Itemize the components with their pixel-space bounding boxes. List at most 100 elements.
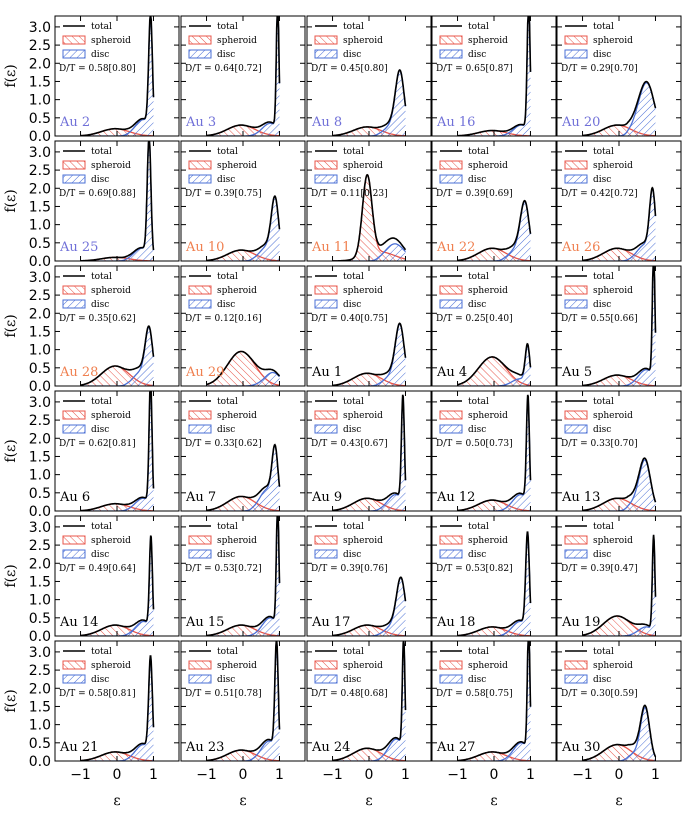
- legend-disc-swatch: [564, 174, 588, 184]
- legend-spheroid-swatch: [188, 535, 212, 545]
- panel-au8: total spheroid disc D/T = 0.45[0.80] Au 8: [306, 15, 432, 137]
- disc-area: [80, 536, 154, 636]
- legend-spheroid-swatch: [314, 35, 338, 45]
- disc-line: [206, 516, 281, 636]
- dt-ratio: D/T = 0.25[0.40]: [436, 314, 513, 324]
- y-axis-title: f(ε): [3, 64, 19, 87]
- legend-disc-label: disc: [343, 50, 361, 60]
- legend-spheroid-label: spheroid: [91, 161, 131, 171]
- disc-area: [582, 459, 656, 511]
- halo-name: Au 20: [561, 115, 600, 130]
- panel-au2: total spheroid disc D/T = 0.58[0.80] Au 2 0.0…: [3, 15, 180, 145]
- plot-area: [332, 69, 407, 136]
- disc-line: [206, 444, 281, 511]
- legend-spheroid-swatch: [188, 35, 212, 45]
- y-tick-label: 3.0: [29, 395, 51, 411]
- dt-ratio: D/T = 0.11[0.23]: [311, 189, 388, 199]
- disc-area: [80, 16, 154, 136]
- panel-au16: total spheroid disc D/T = 0.65[0.87] Au 16: [431, 15, 557, 137]
- disc-line: [80, 391, 155, 511]
- legend-spheroid-label: spheroid: [217, 536, 257, 546]
- disc-area: [582, 82, 656, 136]
- y-tick-label: 1.0: [29, 93, 51, 109]
- legend-disc-label: disc: [91, 425, 109, 435]
- total-line: [332, 69, 407, 136]
- y-tick-label: 0.0: [29, 754, 51, 770]
- legend-disc-label: disc: [593, 50, 611, 60]
- y-tick-label: 2.5: [29, 38, 51, 54]
- x-axis-title: ε: [365, 793, 372, 809]
- halo-name: Au 10: [185, 240, 224, 255]
- halo-name: Au 23: [185, 740, 224, 755]
- legend-disc-label: disc: [91, 550, 109, 560]
- total-line: [206, 443, 281, 511]
- total-line: [457, 342, 532, 386]
- dt-ratio: D/T = 0.43[0.67]: [311, 439, 388, 449]
- legend-spheroid-swatch: [314, 160, 338, 170]
- legend-spheroid-swatch: [314, 660, 338, 670]
- x-tick-label: 1: [275, 767, 284, 783]
- disc-area: [80, 391, 154, 511]
- legend-disc-label: disc: [91, 300, 109, 310]
- legend-disc-swatch: [439, 424, 463, 434]
- disc-line: [80, 326, 155, 386]
- legend-total-label: total: [593, 647, 614, 657]
- disc-area: [206, 196, 280, 261]
- legend-total-label: total: [468, 397, 489, 407]
- dt-ratio: D/T = 0.58[0.80]: [59, 64, 136, 74]
- legend-total-label: total: [468, 22, 489, 32]
- legend-spheroid-label: spheroid: [468, 36, 508, 46]
- panel-au20: total spheroid disc D/T = 0.29[0.70] Au 20: [556, 15, 682, 137]
- x-tick-label: 0: [490, 767, 499, 783]
- legend-spheroid-label: spheroid: [593, 411, 633, 421]
- legend-spheroid-swatch: [62, 35, 86, 45]
- legend-spheroid-label: spheroid: [91, 411, 131, 421]
- disc-area: [457, 395, 531, 511]
- disc-line: [457, 641, 532, 761]
- panel-au11: total spheroid disc D/T = 0.11[0.23] Au 11: [306, 140, 432, 262]
- y-tick-label: 0.5: [29, 361, 51, 377]
- legend-spheroid-swatch: [314, 285, 338, 295]
- dt-ratio: D/T = 0.62[0.81]: [59, 439, 136, 449]
- total-line: [332, 322, 407, 386]
- legend-spheroid-swatch: [62, 535, 86, 545]
- legend-disc-label: disc: [468, 175, 486, 185]
- legend-disc-label: disc: [217, 550, 235, 560]
- plot-area: [206, 16, 281, 136]
- halo-name: Au 18: [436, 615, 475, 630]
- legend-spheroid-label: spheroid: [217, 661, 257, 671]
- panel-au9: total spheroid disc D/T = 0.43[0.67] Au 9: [306, 390, 432, 512]
- x-tick-label: 0: [615, 767, 624, 783]
- dt-ratio: D/T = 0.39[0.47]: [561, 564, 638, 574]
- x-tick-label: −1: [572, 767, 593, 783]
- disc-area: [332, 641, 406, 761]
- y-tick-label: 0.5: [29, 236, 51, 252]
- total-line: [80, 16, 155, 136]
- spheroid-area: [206, 351, 280, 386]
- disc-area: [80, 141, 154, 261]
- disc-area: [80, 327, 154, 386]
- dt-ratio: D/T = 0.69[0.88]: [59, 189, 136, 199]
- legend-disc-label: disc: [593, 300, 611, 310]
- y-tick-label: 2.0: [29, 56, 51, 72]
- dt-ratio: D/T = 0.53[0.82]: [436, 564, 513, 574]
- y-tick-label: 0.0: [29, 379, 51, 395]
- legend-disc-swatch: [314, 299, 338, 309]
- halo-name: Au 9: [311, 490, 342, 505]
- y-tick-label: 1.0: [29, 718, 51, 734]
- panel-au21: total spheroid disc D/T = 0.58[0.81] Au 21 0.…: [3, 640, 180, 809]
- total-line: [457, 16, 532, 136]
- y-tick-label: 1.0: [29, 218, 51, 234]
- panel-au7: total spheroid disc D/T = 0.33[0.62] Au 7: [180, 390, 306, 512]
- panel-au25: total spheroid disc D/T = 0.69[0.88] Au 25 0.…: [3, 140, 180, 270]
- legend-disc-label: disc: [593, 175, 611, 185]
- y-tick-label: 0.0: [29, 254, 51, 270]
- legend-disc-label: disc: [343, 425, 361, 435]
- x-tick-label: −1: [196, 767, 217, 783]
- dt-ratio: D/T = 0.58[0.75]: [436, 689, 513, 699]
- y-tick-label: 3.0: [29, 145, 51, 161]
- y-axis-title: f(ε): [3, 439, 19, 462]
- legend-spheroid-label: spheroid: [217, 286, 257, 296]
- legend-disc-label: disc: [468, 675, 486, 685]
